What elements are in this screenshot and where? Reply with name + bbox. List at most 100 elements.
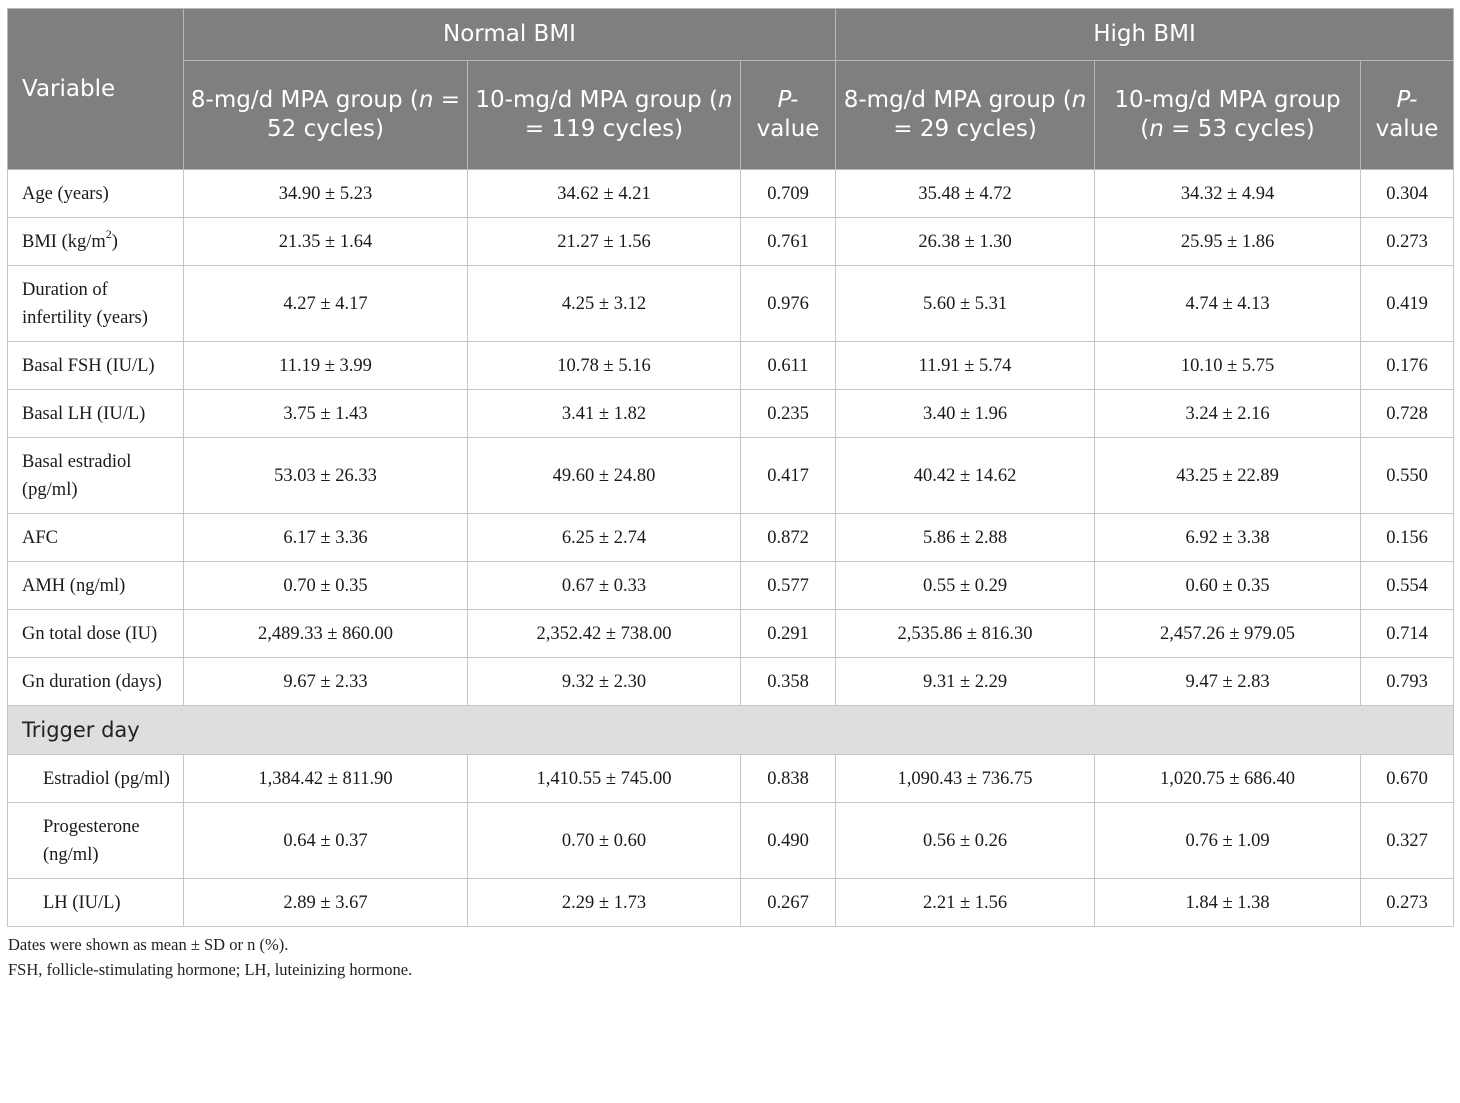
table-row: Duration of infertility (years) 4.27 ± 4.… — [7, 265, 1455, 342]
p-value-cell: 0.273 — [1360, 878, 1455, 927]
value-cell: 3.75 ± 1.43 — [183, 389, 468, 438]
row-label: Gn duration (days) — [7, 657, 184, 706]
value-cell: 9.47 ± 2.83 — [1094, 657, 1362, 706]
value-cell: 1,090.43 ± 736.75 — [835, 754, 1096, 803]
row-label-text: Basal LH (IU/L) — [22, 403, 146, 424]
value-cell: 2,535.86 ± 816.30 — [835, 609, 1096, 658]
value-cell: 1.84 ± 1.38 — [1094, 878, 1362, 927]
row-label-text: AMH (ng/ml) — [22, 575, 126, 596]
table-row: Progesterone (ng/ml) 0.64 ± 0.37 0.70 ± 0.… — [7, 802, 1455, 879]
value-cell: 1,384.42 ± 811.90 — [183, 754, 468, 803]
row-label-text: Progesterone (ng/ml) — [43, 816, 140, 865]
p-value-cell: 0.554 — [1360, 561, 1455, 610]
header-group-high-bmi: High BMI — [835, 8, 1455, 61]
p-value-cell: 0.976 — [739, 265, 837, 342]
table-row: BMI (kg/m2) 21.35 ± 1.64 21.27 ± 1.56 0.761… — [7, 217, 1455, 266]
value-cell: 9.32 ± 2.30 — [467, 657, 741, 706]
value-cell: 0.67 ± 0.33 — [467, 561, 741, 610]
p-value-cell: 0.611 — [739, 341, 837, 390]
p-value-cell: 0.235 — [739, 389, 837, 438]
header-italic: n — [1149, 116, 1164, 142]
value-cell: 6.25 ± 2.74 — [467, 513, 741, 562]
value-cell: 3.40 ± 1.96 — [835, 389, 1096, 438]
row-label-text: ) — [111, 231, 118, 252]
value-cell: 4.74 ± 4.13 — [1094, 265, 1362, 342]
value-cell: 21.27 ± 1.56 — [467, 217, 741, 266]
row-label: Age (years) — [7, 169, 184, 218]
value-cell: 53.03 ± 26.33 — [183, 437, 468, 514]
row-label-text: AFC — [22, 527, 58, 548]
value-cell: 2,489.33 ± 860.00 — [183, 609, 468, 658]
p-value-cell: 0.327 — [1360, 802, 1455, 879]
value-cell: 2.29 ± 1.73 — [467, 878, 741, 927]
value-cell: 2.89 ± 3.67 — [183, 878, 468, 927]
header-text: = 53 cycles) — [1163, 116, 1315, 142]
header-text: = 29 cycles) — [893, 116, 1037, 142]
value-cell: 0.55 ± 0.29 — [835, 561, 1096, 610]
row-label-text: Basal estradiol (pg/ml) — [22, 451, 132, 500]
table-row: Basal LH (IU/L) 3.75 ± 1.43 3.41 ± 1.82 0.2… — [7, 389, 1455, 438]
p-value-cell: 0.838 — [739, 754, 837, 803]
p-value-cell: 0.156 — [1360, 513, 1455, 562]
row-label: AFC — [7, 513, 184, 562]
row-label-text: Basal FSH (IU/L) — [22, 355, 155, 376]
p-value-cell: 0.728 — [1360, 389, 1455, 438]
value-cell: 4.27 ± 4.17 — [183, 265, 468, 342]
header-subcolumn: P- value — [1360, 60, 1455, 170]
footnote: FSH, follicle-stimulating hormone; LH, l… — [8, 960, 413, 979]
header-text: = 52 cycles) — [267, 87, 461, 142]
value-cell: 0.56 ± 0.26 — [835, 802, 1096, 879]
row-label-text: Gn duration (days) — [22, 671, 162, 692]
value-cell: 49.60 ± 24.80 — [467, 437, 741, 514]
value-cell: 10.10 ± 5.75 — [1094, 341, 1362, 390]
value-cell: 2.21 ± 1.56 — [835, 878, 1096, 927]
value-cell: 3.41 ± 1.82 — [467, 389, 741, 438]
value-cell: 25.95 ± 1.86 — [1094, 217, 1362, 266]
p-value-cell: 0.291 — [739, 609, 837, 658]
row-label-text: Estradiol (pg/ml) — [43, 768, 170, 789]
header-text: value — [756, 116, 820, 142]
value-cell: 43.25 ± 22.89 — [1094, 437, 1362, 514]
value-cell: 35.48 ± 4.72 — [835, 169, 1096, 218]
p-value-cell: 0.273 — [1360, 217, 1455, 266]
value-cell: 5.86 ± 2.88 — [835, 513, 1096, 562]
value-cell: 6.92 ± 3.38 — [1094, 513, 1362, 562]
p-value-cell: 0.550 — [1360, 437, 1455, 514]
value-cell: 2,457.26 ± 979.05 — [1094, 609, 1362, 658]
table-body: Age (years) 34.90 ± 5.23 34.62 ± 4.21 0.709… — [6, 169, 1455, 927]
header-text: 8-mg/d MPA group ( — [843, 87, 1072, 113]
row-label: Basal LH (IU/L) — [7, 389, 184, 438]
p-value-cell: 0.714 — [1360, 609, 1455, 658]
value-cell: 11.19 ± 3.99 — [183, 341, 468, 390]
table-row: Gn total dose (IU) 2,489.33 ± 860.00 2,352… — [7, 609, 1455, 658]
table-container: Variable Normal BMI High BMI 8-mg/d MPA … — [6, 8, 1455, 982]
header-subcolumn: 10-mg/d MPA group (n = 53 cycles) — [1094, 60, 1362, 170]
row-label: AMH (ng/ml) — [7, 561, 184, 610]
value-cell: 9.67 ± 2.33 — [183, 657, 468, 706]
table-row: LH (IU/L) 2.89 ± 3.67 2.29 ± 1.73 0.267 2.21… — [7, 878, 1455, 927]
value-cell: 6.17 ± 3.36 — [183, 513, 468, 562]
row-label: Basal estradiol (pg/ml) — [7, 437, 184, 514]
row-label-text: Duration of infertility (years) — [22, 279, 148, 328]
table-footnotes: Dates were shown as mean ± SD or n (%). … — [7, 932, 1453, 982]
table-row: AFC 6.17 ± 3.36 6.25 ± 2.74 0.872 5.86 ± 2.8… — [7, 513, 1455, 562]
value-cell: 9.31 ± 2.29 — [835, 657, 1096, 706]
table-row: Gn duration (days) 9.67 ± 2.33 9.32 ± 2.30… — [7, 657, 1455, 706]
header-subcolumn: 10-mg/d MPA group (n = 119 cycles) — [467, 60, 741, 170]
p-value-cell: 0.176 — [1360, 341, 1455, 390]
row-label: Duration of infertility (years) — [7, 265, 184, 342]
row-label: Estradiol (pg/ml) — [7, 754, 184, 803]
section-label: Trigger day — [6, 705, 1455, 755]
header-italic: n — [1071, 87, 1087, 113]
value-cell: 0.64 ± 0.37 — [183, 802, 468, 879]
row-label: BMI (kg/m2) — [7, 217, 184, 266]
value-cell: 4.25 ± 3.12 — [467, 265, 741, 342]
value-cell: 34.32 ± 4.94 — [1094, 169, 1362, 218]
value-cell: 0.70 ± 0.35 — [183, 561, 468, 610]
row-label: Basal FSH (IU/L) — [7, 341, 184, 390]
p-value-cell: 0.761 — [739, 217, 837, 266]
header-italic: n — [418, 87, 434, 113]
p-value-cell: 0.709 — [739, 169, 837, 218]
table-row: AMH (ng/ml) 0.70 ± 0.35 0.67 ± 0.33 0.577 0.… — [7, 561, 1455, 610]
value-cell: 1,020.75 ± 686.40 — [1094, 754, 1362, 803]
